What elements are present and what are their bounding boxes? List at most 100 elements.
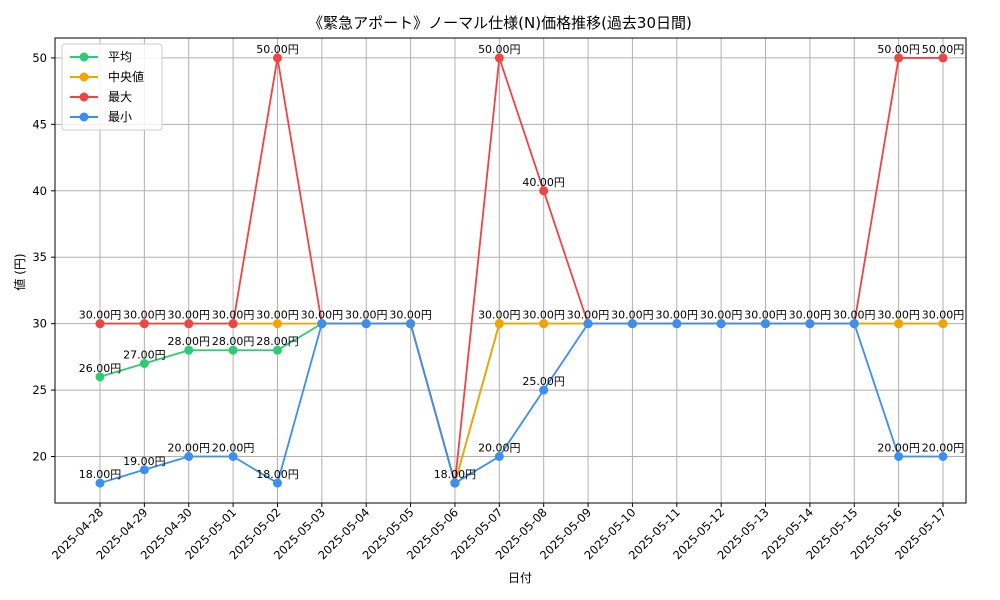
grid: [55, 38, 966, 503]
data-label: 26.00円: [79, 362, 122, 375]
data-label: 30.00円: [212, 309, 255, 322]
data-label: 30.00円: [833, 309, 876, 322]
data-point: [938, 452, 948, 461]
y-tick-label: 25: [32, 383, 47, 397]
y-tick-label: 30: [32, 317, 47, 331]
data-point: [228, 452, 238, 461]
data-label: 30.00円: [301, 309, 344, 322]
data-label: 20.00円: [212, 442, 255, 455]
data-label: 30.00円: [389, 309, 432, 322]
legend-box: [61, 43, 163, 131]
y-tick-label: 20: [32, 450, 47, 464]
y-tick-label: 35: [32, 250, 47, 264]
data-label: 27.00円: [123, 349, 166, 362]
data-point: [139, 319, 149, 329]
data-label: 30.00円: [345, 309, 388, 322]
data-labels: 30.00円 30.00円 30.00円 30.00円 30.00円 30.00円 30.0…: [79, 43, 965, 481]
legend-label: 最大: [108, 90, 132, 104]
data-label: 30.00円: [522, 309, 565, 322]
data-label: 30.00円: [123, 309, 166, 322]
data-label: 20.00円: [922, 442, 965, 455]
data-label: 30.00円: [167, 309, 210, 322]
data-point: [894, 53, 904, 63]
data-label: 50.00円: [478, 43, 521, 56]
data-point: [272, 345, 282, 355]
data-point: [539, 319, 549, 329]
y-tick-label: 40: [32, 184, 47, 198]
legend-item: 中央値: [70, 69, 144, 84]
data-label: 25.00円: [522, 375, 565, 388]
data-point: [583, 319, 593, 329]
data-point: [95, 372, 105, 382]
data-label: 20.00円: [478, 442, 521, 455]
series-group: [95, 53, 948, 488]
data-point: [228, 319, 238, 329]
data-label: 18.00円: [434, 468, 477, 481]
legend-marker-icon: [79, 112, 89, 122]
data-label: 30.00円: [567, 309, 610, 322]
data-point: [272, 319, 282, 329]
legend-marker-icon: [79, 72, 89, 82]
data-point: [184, 452, 194, 461]
data-label: 30.00円: [256, 309, 299, 322]
data-label: 18.00円: [79, 468, 122, 481]
data-point: [139, 359, 149, 368]
series-line: [100, 57, 943, 484]
data-point: [849, 319, 859, 329]
legend-label: 中央値: [108, 69, 144, 84]
data-point: [627, 319, 637, 329]
legend-item: 最小: [70, 110, 132, 124]
y-tick-label: 50: [32, 51, 47, 65]
data-point: [361, 319, 371, 329]
data-point: [184, 345, 194, 355]
data-label: 50.00円: [877, 43, 920, 56]
data-point: [494, 452, 504, 461]
data-point: [139, 465, 149, 475]
data-point: [805, 319, 815, 329]
chart-title: 《緊急アポート》ノーマル仕様(N)価格推移(過去30日間): [308, 14, 692, 32]
data-label: 50.00円: [922, 43, 965, 56]
data-label: 50.00円: [256, 43, 299, 56]
data-point: [938, 319, 948, 329]
legend-marker-icon: [79, 52, 89, 62]
data-point: [406, 319, 416, 329]
data-point: [95, 478, 105, 488]
data-label: 18.00円: [256, 468, 299, 481]
x-axis-label: 日付: [508, 571, 532, 585]
y-axis: 20 25 30 35 40 45 50: [32, 51, 55, 464]
data-point: [272, 53, 282, 63]
data-label: 30.00円: [789, 309, 832, 322]
data-point: [894, 452, 904, 461]
data-point: [761, 319, 771, 329]
y-axis-label: 値 (円): [12, 253, 27, 290]
data-label: 30.00円: [922, 309, 965, 322]
plot-frame: [54, 37, 967, 504]
data-label: 30.00円: [656, 309, 699, 322]
legend-label: 最小: [108, 110, 132, 124]
series-3: [95, 319, 948, 488]
data-point: [228, 345, 238, 355]
data-label: 30.00円: [877, 309, 920, 322]
data-point: [716, 319, 726, 329]
data-point: [672, 319, 682, 329]
data-point: [184, 319, 194, 329]
y-tick-label: 45: [32, 117, 47, 131]
data-label: 19.00円: [123, 455, 166, 468]
legend-label: 平均: [108, 50, 132, 64]
data-label: 20.00円: [877, 442, 920, 455]
data-point: [272, 478, 282, 488]
legend-marker-icon: [79, 92, 89, 102]
series-line: [99, 322, 943, 485]
data-label: 28.00円: [212, 335, 255, 348]
data-point: [938, 53, 948, 63]
data-label: 20.00円: [167, 442, 210, 455]
data-label: 28.00円: [167, 335, 210, 348]
data-label: 30.00円: [611, 309, 654, 322]
data-label: 28.00円: [256, 335, 299, 348]
x-axis: 2025-04-282025-04-292025-04-302025-05-01…: [49, 503, 949, 562]
data-label: 30.00円: [744, 309, 787, 322]
data-label: 30.00円: [700, 309, 743, 322]
data-point: [494, 319, 504, 329]
